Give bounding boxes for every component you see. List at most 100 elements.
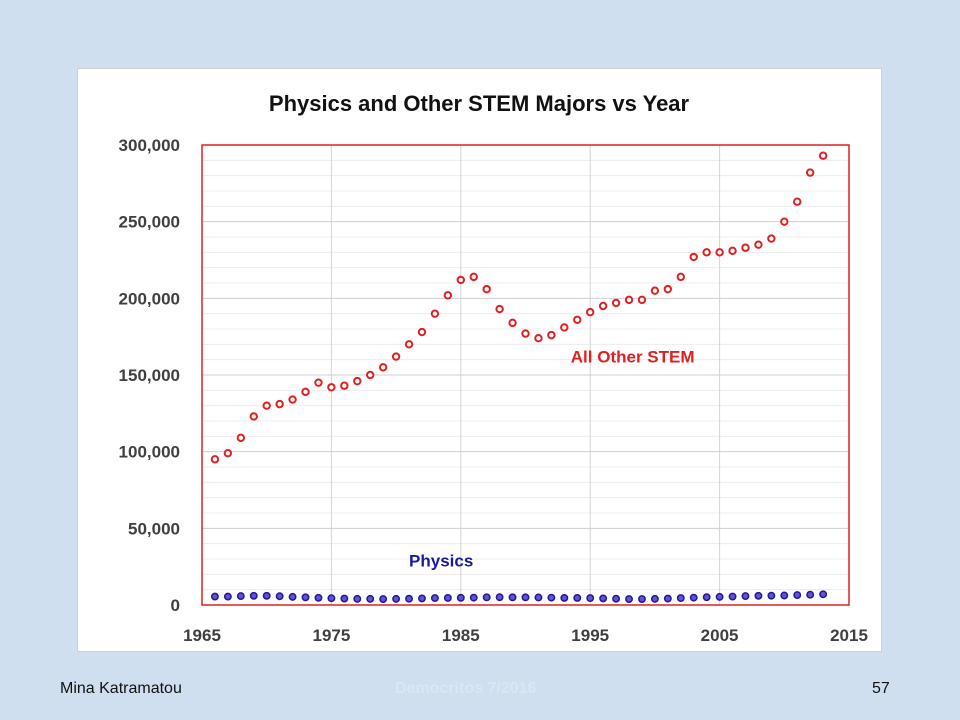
all-other-stem-point bbox=[236, 433, 246, 443]
series-annotation-physics: Physics bbox=[409, 552, 473, 571]
all-other-stem-point bbox=[482, 284, 491, 294]
physics-point bbox=[508, 593, 517, 602]
author-name: Mina Katramatou bbox=[60, 680, 182, 697]
physics-point bbox=[236, 592, 245, 601]
scatter-chart: Physics and Other STEM Majors vs Year 0 5… bbox=[119, 91, 868, 645]
all-other-stem-point bbox=[534, 334, 543, 343]
all-other-stem-point bbox=[275, 399, 284, 409]
physics-point bbox=[301, 593, 310, 602]
all-other-stem-point bbox=[793, 197, 802, 206]
physics-point bbox=[689, 593, 698, 602]
all-other-stem-point bbox=[314, 378, 323, 387]
physics-point bbox=[754, 591, 763, 600]
physics-point bbox=[793, 591, 802, 599]
all-other-stem-point bbox=[780, 217, 789, 226]
physics-point bbox=[430, 594, 439, 603]
grid-lines bbox=[201, 144, 850, 606]
all-other-stem-point bbox=[378, 363, 388, 372]
y-tick-label: 150,000 bbox=[119, 366, 180, 385]
all-other-stem-point bbox=[818, 151, 828, 160]
all-other-stem-point bbox=[249, 412, 258, 421]
y-tick-label: 200,000 bbox=[119, 289, 180, 308]
all-other-stem-point bbox=[508, 318, 517, 328]
all-other-stem-point bbox=[495, 304, 504, 314]
physics-point bbox=[521, 593, 530, 602]
physics-point bbox=[767, 591, 776, 600]
x-tick-label: 1985 bbox=[442, 626, 480, 645]
all-other-stem-point bbox=[366, 370, 375, 380]
physics-point bbox=[443, 593, 452, 602]
all-other-stem-point bbox=[573, 315, 582, 325]
chart-title: Physics and Other STEM Majors vs Year bbox=[269, 91, 690, 116]
physics-point bbox=[379, 595, 388, 603]
all-other-stem-point bbox=[676, 272, 685, 282]
physics-point bbox=[586, 594, 595, 603]
physics-point bbox=[392, 594, 401, 603]
x-tick-label: 1995 bbox=[571, 626, 609, 645]
physics-point bbox=[366, 594, 375, 603]
axis-labels: 0 50,000 100,000 150,000 200,000 250,000 300,0… bbox=[119, 136, 868, 645]
physics-point bbox=[249, 591, 258, 600]
all-other-stem-point bbox=[663, 284, 673, 294]
y-tick-label: 100,000 bbox=[119, 443, 180, 462]
x-tick-label: 2015 bbox=[830, 626, 868, 645]
chart-panel: Physics and Other STEM Majors vs Year 0 5… bbox=[77, 68, 882, 652]
all-other-stem-point bbox=[754, 240, 763, 249]
all-other-stem-point bbox=[650, 286, 660, 295]
all-other-stem-point bbox=[547, 330, 556, 340]
event-label: Democritos 7/2016 bbox=[395, 680, 537, 697]
all-other-stem-point bbox=[404, 340, 414, 349]
y-tick-label: 250,000 bbox=[119, 213, 180, 232]
series-annotation-all-other-stem: All Other STEM bbox=[571, 348, 695, 367]
all-other-stem-point bbox=[728, 246, 737, 256]
all-other-stem-point bbox=[210, 455, 220, 464]
all-other-stem-point bbox=[288, 395, 297, 404]
all-other-stem-point bbox=[469, 272, 478, 282]
physics-point bbox=[547, 593, 556, 602]
y-tick-label: 300,000 bbox=[119, 136, 180, 155]
physics-point bbox=[728, 592, 737, 601]
physics-point bbox=[314, 593, 323, 602]
physics-point bbox=[741, 592, 750, 601]
physics-point bbox=[418, 594, 426, 603]
physics-point bbox=[573, 593, 582, 602]
physics-point bbox=[482, 593, 491, 602]
physics-point bbox=[275, 592, 284, 601]
physics-point bbox=[223, 592, 232, 601]
all-other-stem-point bbox=[715, 248, 724, 257]
x-tick-label: 2005 bbox=[701, 626, 739, 645]
slide-number: 57 bbox=[872, 680, 890, 697]
all-other-stem-point bbox=[353, 376, 362, 386]
all-other-stem-point bbox=[689, 252, 698, 262]
plot-area-border bbox=[201, 144, 850, 606]
all-other-stem-point bbox=[223, 449, 233, 458]
all-other-stem-point bbox=[598, 301, 608, 311]
all-other-stem-point bbox=[443, 291, 453, 300]
all-other-stem-point bbox=[586, 307, 595, 317]
data-points bbox=[210, 151, 828, 603]
all-other-stem-point bbox=[327, 383, 336, 392]
all-other-stem-point bbox=[611, 298, 621, 308]
all-other-stem-point bbox=[767, 234, 776, 243]
all-other-stem-point bbox=[741, 243, 750, 252]
physics-point bbox=[469, 593, 478, 602]
all-other-stem-point bbox=[456, 275, 465, 285]
physics-point bbox=[599, 594, 608, 603]
x-tick-label: 1965 bbox=[183, 626, 221, 645]
physics-point bbox=[715, 592, 724, 601]
physics-point bbox=[534, 593, 543, 602]
x-tick-label: 1975 bbox=[312, 626, 350, 645]
y-tick-label: 50,000 bbox=[128, 519, 180, 538]
physics-point bbox=[650, 594, 659, 603]
all-other-stem-point bbox=[560, 323, 569, 332]
physics-point bbox=[819, 590, 828, 599]
all-other-stem-point bbox=[624, 295, 634, 305]
physics-point bbox=[353, 594, 362, 603]
physics-point bbox=[327, 594, 336, 603]
all-other-stem-point bbox=[417, 327, 427, 337]
physics-point bbox=[210, 592, 219, 601]
physics-point bbox=[702, 593, 711, 602]
all-other-stem-point bbox=[805, 168, 815, 177]
physics-point bbox=[456, 593, 465, 602]
all-other-stem-point bbox=[262, 401, 271, 410]
